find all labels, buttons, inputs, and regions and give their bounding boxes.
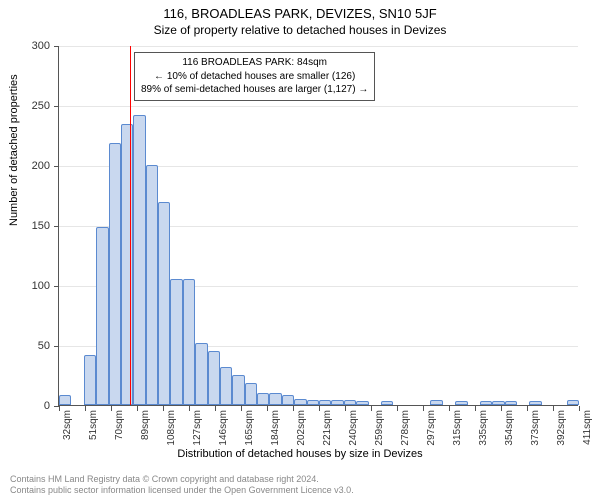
histogram-bar	[307, 400, 319, 405]
plot-wrap: 32sqm51sqm70sqm89sqm108sqm127sqm146sqm16…	[58, 46, 578, 406]
gridline	[59, 106, 578, 107]
y-tick-mark	[54, 226, 59, 227]
y-tick-label: 250	[10, 100, 50, 112]
histogram-bar	[59, 395, 71, 405]
x-tick-mark	[85, 406, 86, 411]
y-tick-mark	[54, 106, 59, 107]
histogram-bar	[245, 383, 257, 405]
histogram-bar	[220, 367, 232, 405]
annotation-line2: ← 10% of detached houses are smaller (12…	[141, 70, 368, 84]
histogram-bar	[96, 227, 108, 405]
histogram-bar	[331, 400, 343, 405]
chart-subtitle: Size of property relative to detached ho…	[0, 21, 600, 37]
histogram-bar	[344, 400, 356, 405]
x-tick-mark	[423, 406, 424, 411]
histogram-bar	[356, 401, 368, 405]
annotation-line3: 89% of semi-detached houses are larger (…	[141, 83, 368, 97]
x-tick-mark	[579, 406, 580, 411]
x-tick-mark	[163, 406, 164, 411]
x-tick-mark	[553, 406, 554, 411]
annotation-line1: 116 BROADLEAS PARK: 84sqm	[141, 56, 368, 70]
x-tick-mark	[241, 406, 242, 411]
x-tick-mark	[59, 406, 60, 411]
y-axis-label: Number of detached properties	[8, 74, 20, 226]
histogram-bar	[294, 399, 306, 405]
histogram-bar	[195, 343, 207, 405]
y-tick-label: 100	[10, 280, 50, 292]
histogram-bar	[170, 279, 182, 405]
annotation-box: 116 BROADLEAS PARK: 84sqm← 10% of detach…	[134, 52, 375, 101]
histogram-bar	[133, 115, 145, 405]
footer-line1: Contains HM Land Registry data © Crown c…	[10, 474, 354, 485]
x-tick-mark	[371, 406, 372, 411]
y-tick-mark	[54, 46, 59, 47]
y-tick-label: 150	[10, 220, 50, 232]
x-tick-mark	[527, 406, 528, 411]
histogram-bar	[430, 400, 442, 405]
histogram-bar	[146, 165, 158, 405]
histogram-bar	[455, 401, 467, 405]
page: 116, BROADLEAS PARK, DEVIZES, SN10 5JF S…	[0, 0, 600, 500]
y-tick-label: 200	[10, 160, 50, 172]
histogram-bar	[257, 393, 269, 405]
x-tick-mark	[111, 406, 112, 411]
x-tick-mark	[189, 406, 190, 411]
histogram-bar	[109, 143, 121, 405]
x-tick-mark	[475, 406, 476, 411]
histogram-bar	[480, 401, 492, 405]
histogram-bar	[121, 124, 133, 405]
gridline	[59, 46, 578, 47]
histogram-bar	[319, 400, 331, 405]
x-tick-mark	[345, 406, 346, 411]
x-tick-mark	[293, 406, 294, 411]
histogram-bar	[381, 401, 393, 405]
histogram-bar	[529, 401, 541, 405]
page-title: 116, BROADLEAS PARK, DEVIZES, SN10 5JF	[0, 0, 600, 21]
y-tick-mark	[54, 286, 59, 287]
y-tick-mark	[54, 346, 59, 347]
y-tick-label: 0	[10, 400, 50, 412]
histogram-bar	[282, 395, 294, 405]
x-tick-mark	[501, 406, 502, 411]
x-tick-mark	[449, 406, 450, 411]
y-tick-label: 300	[10, 40, 50, 52]
histogram-bar	[232, 375, 244, 405]
x-tick-mark	[137, 406, 138, 411]
x-tick-mark	[319, 406, 320, 411]
x-axis-label: Distribution of detached houses by size …	[0, 448, 600, 460]
histogram-bar	[269, 393, 281, 405]
histogram-bar	[492, 401, 504, 405]
histogram-bar	[158, 202, 170, 405]
reference-line	[130, 46, 131, 405]
x-tick-mark	[397, 406, 398, 411]
x-tick-mark	[267, 406, 268, 411]
histogram-bar	[505, 401, 517, 405]
x-tick-mark	[215, 406, 216, 411]
footer-attribution: Contains HM Land Registry data © Crown c…	[10, 474, 354, 497]
footer-line2: Contains public sector information licen…	[10, 485, 354, 496]
histogram-bar	[567, 400, 579, 405]
histogram-bar	[183, 279, 195, 405]
y-tick-label: 50	[10, 340, 50, 352]
histogram-bar	[208, 351, 220, 405]
plot-area: 32sqm51sqm70sqm89sqm108sqm127sqm146sqm16…	[58, 46, 578, 406]
histogram-bar	[84, 355, 96, 405]
y-tick-mark	[54, 166, 59, 167]
